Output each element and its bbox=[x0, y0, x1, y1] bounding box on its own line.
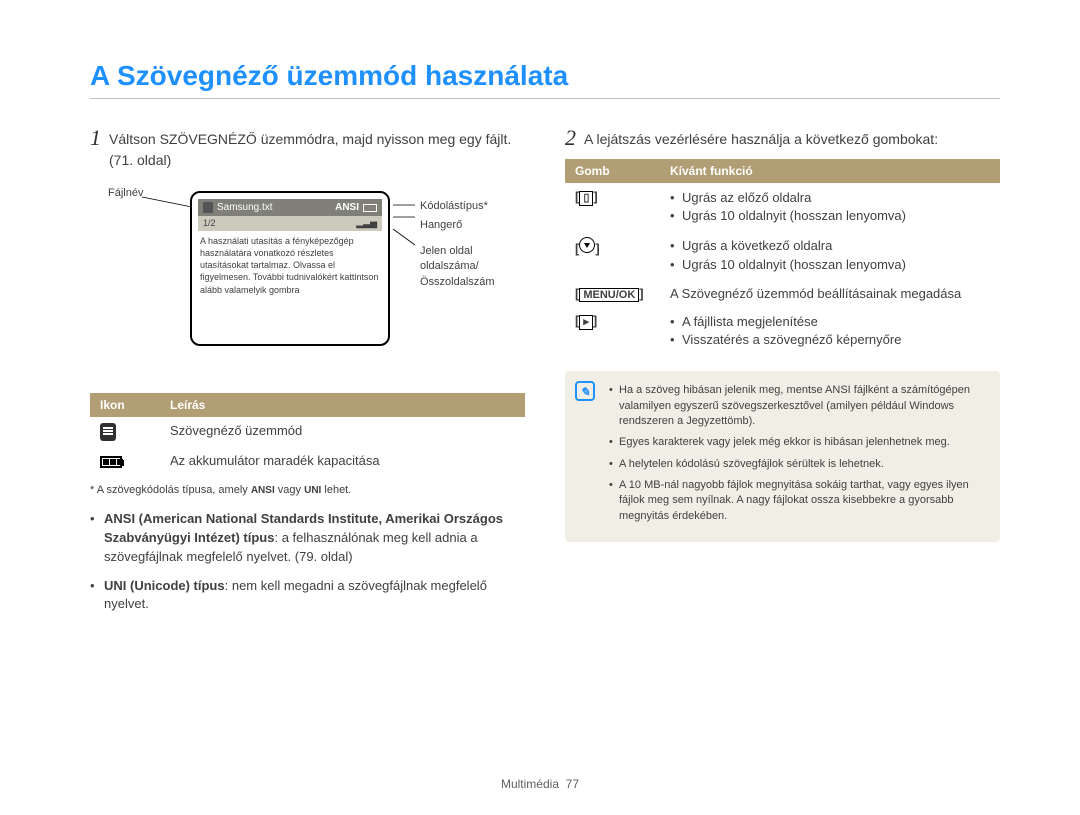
rule-ansi: ANSI (American National Standards Instit… bbox=[90, 510, 525, 567]
rule-uni: UNI (Unicode) típus: nem kell megadni a … bbox=[90, 577, 525, 615]
btn-th-2: Kívánt funkció bbox=[660, 159, 1000, 183]
doc-mini-icon bbox=[203, 202, 213, 213]
step-2-text: A lejátszás vezérlésére használja a köve… bbox=[584, 129, 938, 151]
step-2-number: 2 bbox=[565, 125, 576, 151]
label-encoding: Kódolástípus* bbox=[420, 199, 525, 214]
device-screen: Samsung.txt ANSI 1/2 ▂▃▅ A használati ut… bbox=[190, 191, 390, 346]
btn-menu-desc: A Szövegnéző üzemmód beállításainak mega… bbox=[660, 280, 1000, 307]
icon-desc-2: Az akkumulátor maradék kapacitása bbox=[160, 447, 525, 474]
encoding-rules: ANSI (American National Standards Instit… bbox=[90, 510, 525, 614]
icon-table: Ikon Leírás Szövegnéző üzemmód Az akkumu… bbox=[90, 393, 525, 474]
device-diagram: Fájlnév Samsung.txt ANSI bbox=[90, 187, 525, 377]
battery-mini-icon bbox=[363, 204, 377, 212]
button-table: Gomb Kívánt funkció [▯] Ugrás az előző o… bbox=[565, 159, 1000, 355]
prev-icon: ▯ bbox=[579, 191, 593, 206]
device-encoding: ANSI bbox=[335, 202, 359, 213]
btn-next-desc: Ugrás a következő oldalra Ugrás 10 oldal… bbox=[660, 231, 1000, 279]
page-title: A Szövegnéző üzemmód használata bbox=[90, 60, 1000, 99]
step-1-text: Váltson SZÖVEGNÉZŐ üzemmódra, majd nyiss… bbox=[109, 129, 525, 171]
device-volume: ▂▃▅ bbox=[356, 218, 377, 229]
icon-th-1: Ikon bbox=[90, 393, 160, 417]
left-column: 1 Váltson SZÖVEGNÉZŐ üzemmódra, majd nyi… bbox=[90, 129, 525, 624]
btn-prev-desc: Ugrás az előző oldalra Ugrás 10 oldalnyi… bbox=[660, 183, 1000, 231]
icon-cell-doc bbox=[90, 417, 160, 447]
btn-play-cell: [▸] bbox=[565, 307, 660, 355]
menu-ok-icon: MENU/OK bbox=[579, 288, 639, 302]
label-volume: Hangerő bbox=[420, 218, 525, 233]
label-page-count: Jelen oldal oldalszáma/ Összoldalszám bbox=[420, 244, 525, 290]
btn-play-desc: A fájllista megjelenítése Visszatérés a … bbox=[660, 307, 1000, 355]
document-icon bbox=[100, 423, 116, 441]
device-body-text: A használati utasítás a fényképezőgép ha… bbox=[198, 231, 382, 300]
note-2: Egyes karakterek vagy jelek még ekkor is… bbox=[609, 435, 986, 450]
btn-next-cell: [] bbox=[565, 231, 660, 279]
device-page: 1/2 bbox=[203, 218, 216, 229]
label-filename: Fájlnév bbox=[108, 187, 143, 199]
note-icon: ✎ bbox=[575, 381, 595, 401]
note-3: A helytelen kódolású szövegfájlok sérült… bbox=[609, 457, 986, 472]
page-footer: Multimédia 77 bbox=[0, 777, 1080, 791]
step-1-number: 1 bbox=[90, 125, 101, 171]
btn-th-1: Gomb bbox=[565, 159, 660, 183]
device-filename: Samsung.txt bbox=[217, 202, 273, 213]
note-box: ✎ Ha a szöveg hibásan jelenik meg, ments… bbox=[565, 371, 1000, 542]
btn-menu-cell: [MENU/OK] bbox=[565, 280, 660, 307]
icon-desc-1: Szövegnéző üzemmód bbox=[160, 417, 525, 447]
icon-th-2: Leírás bbox=[160, 393, 525, 417]
note-4: A 10 MB-nál nagyobb fájlok megnyitása so… bbox=[609, 478, 986, 524]
battery-icon bbox=[100, 456, 122, 468]
play-icon: ▸ bbox=[579, 315, 593, 330]
down-icon bbox=[579, 237, 595, 253]
right-column: 2 A lejátszás vezérlésére használja a kö… bbox=[565, 129, 1000, 624]
note-1: Ha a szöveg hibásan jelenik meg, mentse … bbox=[609, 383, 986, 429]
btn-prev-cell: [▯] bbox=[565, 183, 660, 231]
icon-cell-batt bbox=[90, 447, 160, 474]
footnote: * A szövegkódolás típusa, amely ANSI vag… bbox=[90, 484, 525, 496]
